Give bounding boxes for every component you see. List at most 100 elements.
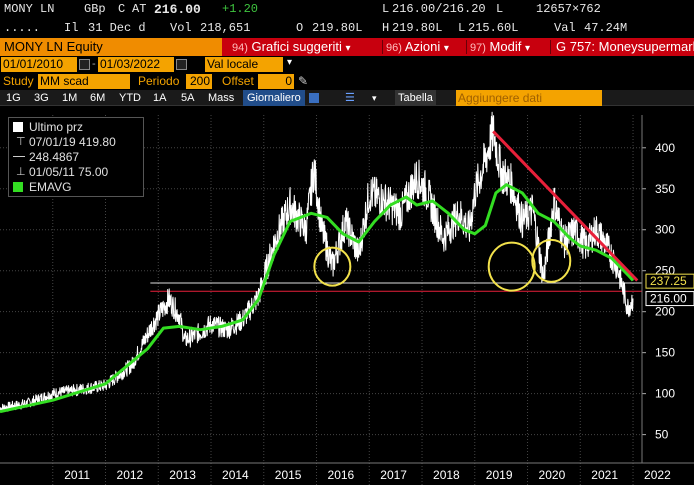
open-label: O bbox=[296, 21, 304, 35]
tab-ytd[interactable]: YTD bbox=[119, 92, 141, 104]
divider bbox=[466, 40, 467, 54]
menu-number: 94) bbox=[232, 42, 248, 54]
avg-marker-icon bbox=[13, 156, 25, 157]
candlestick-icon[interactable]: ☰ bbox=[345, 92, 355, 104]
chevron-down-icon[interactable]: ▾ bbox=[287, 57, 293, 68]
start-date-field[interactable]: 01/01/2010 bbox=[1, 57, 77, 72]
highlight-circle bbox=[313, 246, 352, 287]
legend-label: 07/01/19 419.80 bbox=[29, 135, 116, 149]
y-tick-label: 200 bbox=[655, 305, 675, 319]
tab-3d[interactable]: 3G bbox=[34, 92, 49, 104]
menu-number: 97) bbox=[470, 42, 486, 54]
quote-row-primary: MONY LN GBp C AT 216.00 +1.20 L 216.00/2… bbox=[0, 0, 694, 19]
highlight-circle bbox=[487, 241, 536, 292]
x-tick-label: 2014 bbox=[222, 468, 249, 482]
tab-max[interactable]: Mass bbox=[208, 92, 235, 104]
x-tick-label: 2017 bbox=[380, 468, 407, 482]
tab-1y[interactable]: 1A bbox=[153, 92, 167, 104]
bid-ask-size: 12657×762 bbox=[536, 2, 601, 16]
bid-ask-label: L bbox=[382, 2, 390, 16]
volume: 218,651 bbox=[200, 21, 251, 35]
chevron-down-icon: ▾ bbox=[345, 43, 351, 54]
y-tick-label: 100 bbox=[655, 387, 675, 401]
tab-1m[interactable]: 1M bbox=[62, 92, 78, 104]
value-traded: 47.24M bbox=[584, 21, 628, 35]
price-label: 237.25 bbox=[645, 273, 694, 289]
y-tick-label: 350 bbox=[655, 182, 675, 196]
price-label-text: 216.00 bbox=[650, 292, 687, 306]
high-label: H bbox=[382, 21, 390, 35]
menu-number: 96) bbox=[386, 42, 402, 54]
line-chart-icon[interactable] bbox=[309, 93, 319, 103]
bid-ask: 216.00/216.20 bbox=[392, 2, 486, 16]
at-label: AT bbox=[132, 2, 147, 16]
tab-6m[interactable]: 6M bbox=[90, 92, 106, 104]
study-row: Study MM scad Periodo 200 Offset 0 ✎ bbox=[0, 73, 694, 90]
flag: C bbox=[118, 2, 126, 16]
open-price: 219.80L bbox=[312, 21, 363, 35]
price-label-box bbox=[645, 291, 694, 307]
calendar-icon[interactable] bbox=[176, 59, 187, 70]
bid-ask-suffix: L bbox=[496, 2, 504, 16]
pencil-icon[interactable]: ✎ bbox=[298, 74, 309, 88]
low-marker-icon: ⊥ bbox=[16, 166, 26, 178]
legend-label: Ultimo prz bbox=[29, 120, 84, 134]
ticker[interactable]: MONY LN bbox=[4, 2, 55, 16]
chart-legend[interactable]: Ultimo prz ⊤ 07/01/19 419.80 248.4867 ⊥ … bbox=[8, 117, 144, 197]
menu-suggested-charts[interactable]: 94) Grafici suggeriti ▾ bbox=[232, 38, 351, 56]
period-field[interactable]: 200 bbox=[186, 74, 212, 89]
menu-actions[interactable]: 96) Azioni ▾ bbox=[386, 38, 449, 56]
chevron-down-icon: ▾ bbox=[524, 43, 530, 54]
end-date-field[interactable]: 01/03/2022 bbox=[98, 57, 174, 72]
legend-label: 01/05/11 75.00 bbox=[29, 165, 109, 179]
high-marker-icon: ⊤ bbox=[16, 136, 26, 148]
tab-daily[interactable]: Giornaliero bbox=[243, 90, 305, 106]
x-tick-label: 2015 bbox=[275, 468, 302, 482]
tab-table[interactable]: Tabella bbox=[395, 90, 436, 106]
volume-label: Vol bbox=[170, 21, 192, 35]
chevron-down-icon[interactable]: ▾ bbox=[372, 93, 377, 103]
menu-edit[interactable]: 97) Modif ▾ bbox=[470, 38, 530, 56]
x-tick-label: 2016 bbox=[328, 468, 355, 482]
legend-label: 248.4867 bbox=[29, 150, 80, 164]
currency: GBp bbox=[84, 2, 106, 16]
downtrend-line bbox=[492, 130, 639, 282]
chevron-down-icon: ▾ bbox=[443, 43, 449, 54]
x-tick-label: 2019 bbox=[486, 468, 513, 482]
security-title[interactable]: MONY LN Equity bbox=[0, 38, 222, 56]
period-label: Periodo bbox=[138, 74, 180, 88]
last-price: 216.00 bbox=[154, 2, 201, 17]
price-label-box bbox=[645, 273, 694, 289]
x-tick-label: 2011 bbox=[64, 468, 90, 482]
value-label: Val bbox=[554, 21, 576, 35]
date-range-row: 01/01/2010 - 01/03/2022 Val locale ▾ bbox=[0, 56, 694, 73]
y-tick-label: 400 bbox=[655, 141, 675, 155]
dash-separator: - bbox=[92, 58, 96, 70]
x-tick-label: 2022 bbox=[644, 468, 671, 482]
white-square-icon bbox=[13, 122, 23, 132]
y-tick-label: 300 bbox=[655, 223, 675, 237]
tab-1d[interactable]: 1G bbox=[6, 92, 21, 104]
menu-label: Grafici suggeriti bbox=[251, 39, 342, 54]
chart-overlays bbox=[150, 282, 642, 292]
y-tick-label: 150 bbox=[655, 346, 675, 360]
chart-name[interactable]: G 757: Moneysupermarket bbox=[556, 39, 694, 54]
toolbar-tabs: 1G 3G 1M 6M YTD 1A 5A Mass Giornaliero ☰… bbox=[0, 90, 694, 106]
low-label: L bbox=[458, 21, 466, 35]
calendar-icon[interactable] bbox=[79, 59, 90, 70]
offset-field[interactable]: 0 bbox=[258, 74, 294, 89]
period-select[interactable]: Val locale bbox=[205, 57, 283, 72]
price-label: 216.00 bbox=[645, 291, 694, 307]
study-select[interactable]: MM scad bbox=[38, 74, 130, 89]
study-label: Study bbox=[3, 74, 34, 88]
legend-label: EMAVG bbox=[29, 180, 72, 194]
tab-5y[interactable]: 5A bbox=[181, 92, 195, 104]
emavg-series-line bbox=[0, 183, 635, 414]
price-change: +1.20 bbox=[222, 2, 259, 16]
add-data-input[interactable]: Aggiungere dati bbox=[456, 90, 602, 106]
x-tick-label: 2013 bbox=[169, 468, 196, 482]
divider bbox=[382, 40, 383, 54]
quote-row-secondary: ..... Il 31 Dec d Vol 218,651 O 219.80L … bbox=[0, 19, 694, 38]
